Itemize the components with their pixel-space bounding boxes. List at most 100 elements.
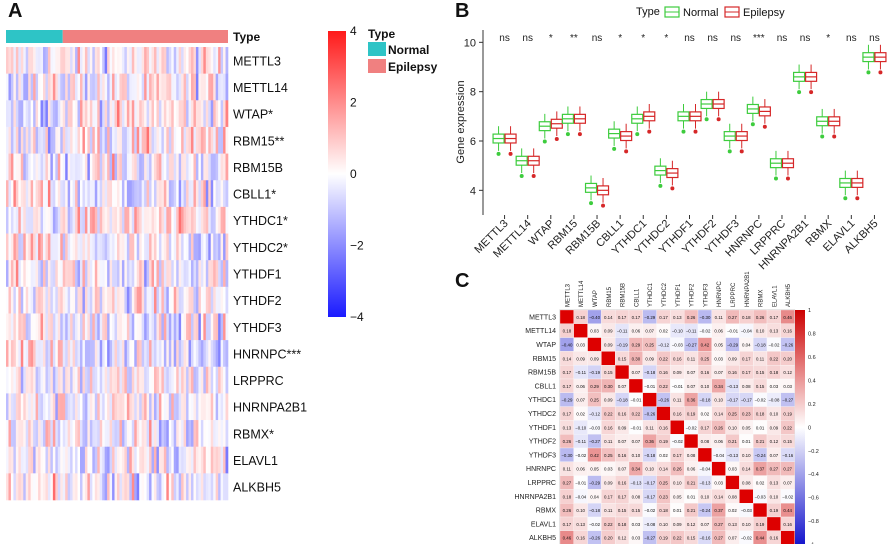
heatmap-cell [186,206,189,234]
correlation-value: −0.29 [561,398,573,403]
heatmap-cell [146,286,150,314]
heatmap-cell [92,126,96,154]
matrix-col-label: YTHDC2 [662,282,668,307]
heatmap-cell [213,393,216,421]
heatmap-cell [92,446,96,474]
heatmap-cell [43,473,46,501]
heatmap-cell [60,126,64,154]
correlation-value: 0.06 [576,467,585,472]
heatmap-cell [15,153,19,181]
heatmap-cell [107,286,110,314]
heatmap-cell [75,393,78,421]
correlation-value: −0.01 [727,329,739,334]
heatmap-cell [188,286,192,314]
correlation-value: 0.18 [563,329,572,334]
outlier-normal [750,122,755,127]
heatmap-cell [13,180,17,208]
correlation-value: 0.21 [687,481,696,486]
heatmap-cell [203,206,207,234]
heatmap-cell [156,313,160,341]
row-label: ALKBH5 [233,481,281,495]
heatmap-cell [166,47,170,74]
heatmap-cell [70,180,73,208]
heatmap-cell [67,233,71,261]
correlation-value: 0.04 [590,494,599,499]
correlation-value: −0.17 [741,398,753,403]
heatmap-cell [65,100,68,128]
heatmap-cell [82,47,86,74]
heatmap-cell [117,126,120,154]
correlation-value: −0.30 [561,453,573,458]
heatmap-cell [92,260,96,288]
heatmap-cell [6,313,9,341]
heatmap-cell [163,180,167,208]
correlation-value: 0.10 [742,522,751,527]
heatmap-cell [114,153,118,181]
heatmap-cell [168,366,172,394]
heatmap-cell [104,260,108,288]
heatmap-cell [220,393,224,421]
heatmap-cell [72,473,76,501]
colorbar-tick-label: 0 [350,167,357,181]
heatmap-cell [23,260,27,288]
heatmap-cell [114,73,118,101]
heatmap-cell [136,393,140,421]
heatmap-cell [92,313,96,341]
outlier-epilepsy [577,132,582,137]
correlation-value: −0.11 [575,439,586,444]
heatmap-cell [43,340,46,368]
heatmap-cell [72,100,76,128]
heatmap-cell [30,233,34,261]
heatmap-cell [50,313,54,341]
heatmap-cell [87,126,91,154]
heatmap-cell [205,393,209,421]
correlation-value: 0.42 [590,453,599,458]
heatmap-cell [188,473,192,501]
heatmap-cell [141,233,145,261]
row-label: HNRNPA2B1 [233,401,307,415]
correlation-value: −0.12 [658,343,670,348]
heatmap-cell [178,473,182,501]
correlation-value: 0.02 [701,412,710,417]
heatmap-cell [183,366,187,394]
heatmap-cell [67,340,71,368]
matrix-col-label: YTHDF3 [703,283,709,307]
heatmap-cell [72,153,76,181]
heatmap-cell [87,446,91,474]
heatmap-cell [191,126,194,154]
matrix-row-label: METTL3 [529,314,556,321]
heatmap-cell [146,100,150,128]
heatmap-cell [195,446,199,474]
heatmap-cell [57,473,61,501]
heatmap-cell [124,47,128,74]
heatmap-cell [55,73,59,101]
correlation-value: −0.11 [575,370,586,375]
correlation-value: 0.25 [645,343,654,348]
heatmap-cell [89,73,93,101]
heatmap-cell [107,126,110,154]
heatmap-cell [104,340,108,368]
heatmap-cell [183,393,187,421]
heatmap-cell [119,393,123,421]
heatmap-cell [35,366,39,394]
heatmap-cell [188,73,192,101]
correlation-value: −0.27 [782,398,794,403]
correlation-value: 0.15 [783,439,792,444]
matrix-row-label: WTAP [536,342,556,349]
heatmap-cell [15,233,19,261]
heatmap-cell [13,206,17,234]
correlation-value: 0.26 [714,425,723,430]
heatmap-cell [178,446,182,474]
heatmap-cell [23,153,27,181]
correlation-value: 0.36 [687,398,696,403]
heatmap-cell [186,100,189,128]
correlation-colorbar-tick: 0.4 [808,378,816,384]
heatmap-cell [107,366,110,394]
heatmap-cell [112,126,115,154]
heatmap-cell [156,153,160,181]
heatmap-cell [30,260,34,288]
heatmap-cell [208,260,212,288]
heatmap-cell [166,126,170,154]
heatmap-cell [104,393,108,421]
heatmap-cell [15,313,19,341]
